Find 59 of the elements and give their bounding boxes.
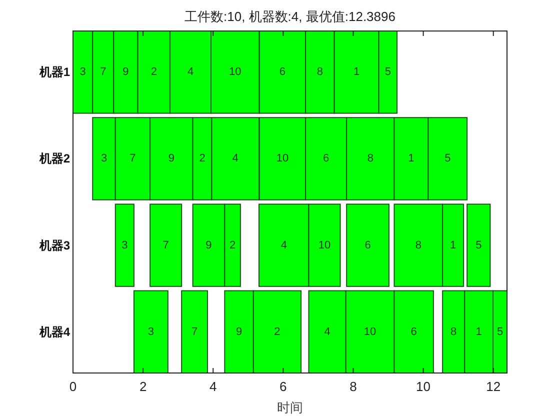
text: 2	[274, 326, 280, 338]
y-tick-label: 机器4	[38, 324, 70, 339]
x-tick-label: 6	[280, 379, 287, 394]
text: 10	[276, 152, 289, 165]
text: 3	[100, 152, 108, 165]
y-tick-label: 机器2	[38, 152, 70, 166]
series-label: 6	[410, 326, 417, 338]
text: 5	[444, 152, 451, 165]
x-tick-label: 8	[350, 379, 357, 394]
text: 8	[316, 66, 324, 78]
x-axis-title: 时间	[277, 400, 303, 415]
x-tick-label: 4	[210, 379, 217, 394]
series-label: 8	[450, 326, 457, 338]
x-tick-label: 0	[69, 379, 77, 394]
x-tick-label: 2	[139, 379, 147, 394]
text: 8	[367, 152, 374, 165]
series-label: 1	[450, 239, 456, 252]
text: 6	[323, 152, 330, 165]
text: 1	[408, 152, 414, 165]
x-tick-label: 12	[486, 379, 501, 394]
series-label: 7	[100, 66, 106, 78]
bar	[181, 290, 208, 374]
bar	[150, 204, 182, 287]
text: 1	[476, 326, 482, 338]
bar	[346, 204, 390, 287]
text: 9	[236, 326, 242, 338]
series-label: 2	[229, 239, 236, 252]
text: 9	[168, 152, 174, 165]
text: 5	[476, 239, 482, 252]
text: 7	[191, 326, 198, 338]
text: 2	[199, 152, 206, 165]
series-label: 3	[122, 239, 128, 252]
bar	[466, 204, 491, 287]
text: 6	[364, 239, 371, 252]
chart-title: 工件数:10, 机器数:4, 最优值:12.3896	[184, 9, 396, 24]
text: 10	[229, 66, 242, 78]
text: 3	[148, 326, 154, 338]
series-label: 9	[122, 66, 129, 78]
y-tick-label: 机器1	[38, 65, 70, 80]
text: 7	[162, 239, 169, 252]
text: 2	[150, 66, 157, 78]
series-label: 5	[496, 326, 504, 338]
text: 5	[384, 66, 391, 78]
text: 8	[415, 239, 422, 252]
text: 4	[280, 239, 287, 252]
bar	[133, 290, 168, 374]
text: 3	[80, 66, 86, 78]
bar	[114, 204, 134, 287]
text: 4	[187, 66, 194, 78]
text: 10	[364, 326, 376, 338]
text: 9	[206, 239, 212, 252]
x-tick-label: 10	[416, 379, 431, 394]
text: 1	[354, 66, 360, 78]
y-tick-label: 机器3	[38, 238, 70, 252]
text: 4	[232, 152, 238, 165]
text: 7	[130, 152, 136, 165]
series-label: 10	[318, 239, 331, 252]
text: 6	[279, 66, 286, 78]
series-label: 4	[324, 326, 330, 338]
